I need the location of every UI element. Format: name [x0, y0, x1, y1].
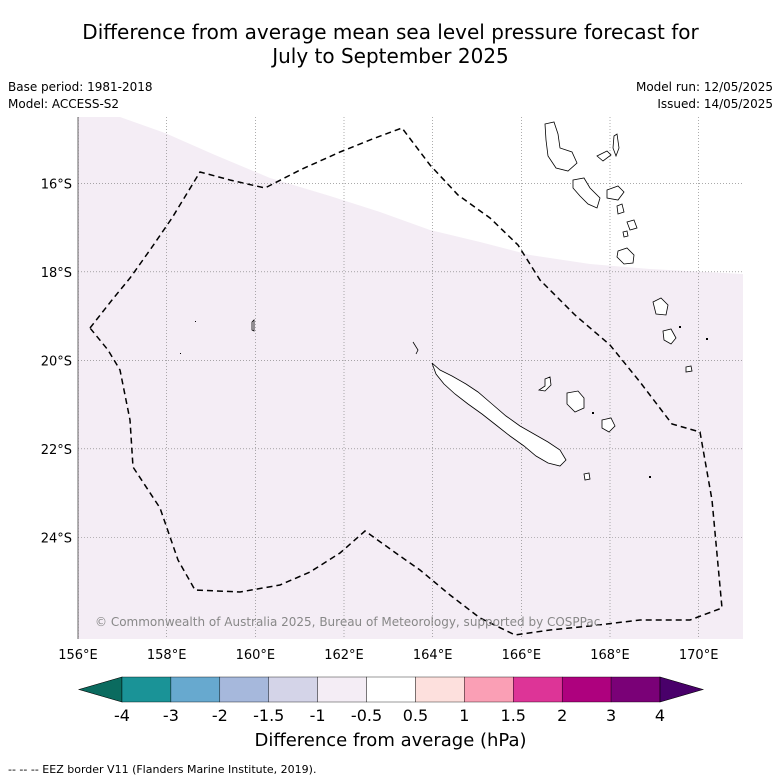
title-line-2: July to September 2025 [272, 44, 509, 68]
tanna-island [662, 328, 677, 345]
colorbar-swatch [317, 676, 367, 703]
shepherd-islands [622, 230, 629, 238]
erromango-island [652, 297, 669, 316]
colorbar-extend-low [77, 676, 123, 703]
colorbar-tick-label: 3 [606, 706, 616, 725]
epi-island [626, 219, 638, 231]
ambrym-island [616, 203, 625, 215]
issued-text: Issued: 14/05/2025 [657, 97, 773, 111]
colorbar-tick-label: -1 [310, 706, 326, 725]
mare-island [601, 417, 616, 433]
eez-border-line [89, 127, 723, 636]
base-period-text: Base period: 1981-2018 [8, 80, 153, 94]
colorbar-tick-label: 0.5 [403, 706, 428, 725]
isle-of-pines [583, 472, 591, 481]
lat-tick-label: 22°S [41, 443, 72, 458]
colorbar-extend-high [659, 676, 705, 703]
belep-islands [412, 341, 419, 355]
colorbar-swatch [170, 676, 221, 703]
colorbar-swatch [561, 676, 612, 703]
aniwa-island [679, 326, 681, 328]
latitude-labels: 16°S 18°S 20°S 22°S 24°S [41, 177, 72, 546]
meta-left: Base period: 1981-2018 Model: ACCESS-S2 [8, 79, 153, 113]
lon-tick-label: 164°E [413, 648, 453, 663]
colorbar-swatch [366, 676, 416, 703]
eez-footnote: -- -- -- EEZ border V11 (Flanders Marine… [8, 763, 317, 776]
lon-tick-label: 162°E [324, 648, 364, 663]
colorbar: -4 -3 -2 -1.5 -1 -0.5 0.5 1 1.5 2 3 4 [77, 676, 705, 725]
colorbar-swatch [121, 676, 172, 703]
copyright-text: © Commonwealth of Australia 2025, Bureau… [95, 615, 600, 629]
lon-tick-label: 170°E [679, 648, 719, 663]
map-title: Difference from average mean sea level p… [0, 20, 781, 68]
colorbar-tick-label: 1.5 [501, 706, 526, 725]
chesterfield-islands [251, 319, 255, 332]
pentecost-island [606, 185, 625, 201]
aneityum-island [685, 365, 693, 373]
colorbar-swatch [464, 676, 514, 703]
lat-tick-label: 18°S [41, 266, 72, 281]
colorbar-tick-label: 4 [655, 706, 665, 725]
colorbar-swatch [219, 676, 269, 703]
lat-tick-label: 24°S [41, 531, 72, 546]
model-run-text: Model run: 12/05/2025 [635, 80, 773, 94]
small-reef-1 [195, 321, 196, 322]
colorbar-tick-label: 2 [557, 706, 567, 725]
colorbar-tick-label: -3 [163, 706, 179, 725]
anomaly-fill-region [78, 117, 743, 639]
title-line-1: Difference from average mean sea level p… [82, 20, 699, 44]
colorbar-swatch [513, 676, 563, 703]
colorbar-swatch [268, 676, 318, 703]
colorbar-tick-label: -2 [212, 706, 228, 725]
ouvea-island [537, 376, 552, 392]
longitude-labels: 156°E 158°E 160°E 162°E 164°E 166°E 168°E 170°E [58, 648, 718, 663]
lat-tick-label: 16°S [41, 177, 72, 192]
colorbar-tick-label: -0.5 [351, 706, 382, 725]
small-reef-2 [180, 353, 181, 354]
small-reef-3 [592, 412, 594, 414]
lat-tick-label: 20°S [41, 354, 72, 369]
espiritu-santo-island [544, 121, 578, 172]
malekula-island [572, 177, 601, 209]
lon-tick-label: 158°E [147, 648, 187, 663]
ambae-island [596, 150, 612, 162]
efate-island [616, 247, 635, 265]
graticule [78, 117, 743, 639]
colorbar-swatch [415, 676, 465, 703]
lon-tick-label: 168°E [590, 648, 630, 663]
colorbar-tick-label: -1.5 [253, 706, 284, 725]
colorbar-tick-label: -4 [114, 706, 130, 725]
model-text: Model: ACCESS-S2 [8, 97, 120, 111]
lon-tick-label: 160°E [236, 648, 276, 663]
colorbar-swatch [610, 676, 661, 703]
lon-tick-label: 156°E [58, 648, 98, 663]
colorbar-tick-label: 1 [459, 706, 469, 725]
lifou-island [566, 390, 585, 413]
colorbar-title: Difference from average (hPa) [254, 730, 527, 751]
lon-tick-label: 166°E [502, 648, 542, 663]
new-caledonia-island [431, 362, 567, 467]
walpole-island [649, 476, 651, 478]
futuna-island [706, 338, 708, 340]
meta-right: Model run: 12/05/2025 Issued: 14/05/2025 [636, 79, 773, 113]
maewo-island [612, 133, 620, 158]
